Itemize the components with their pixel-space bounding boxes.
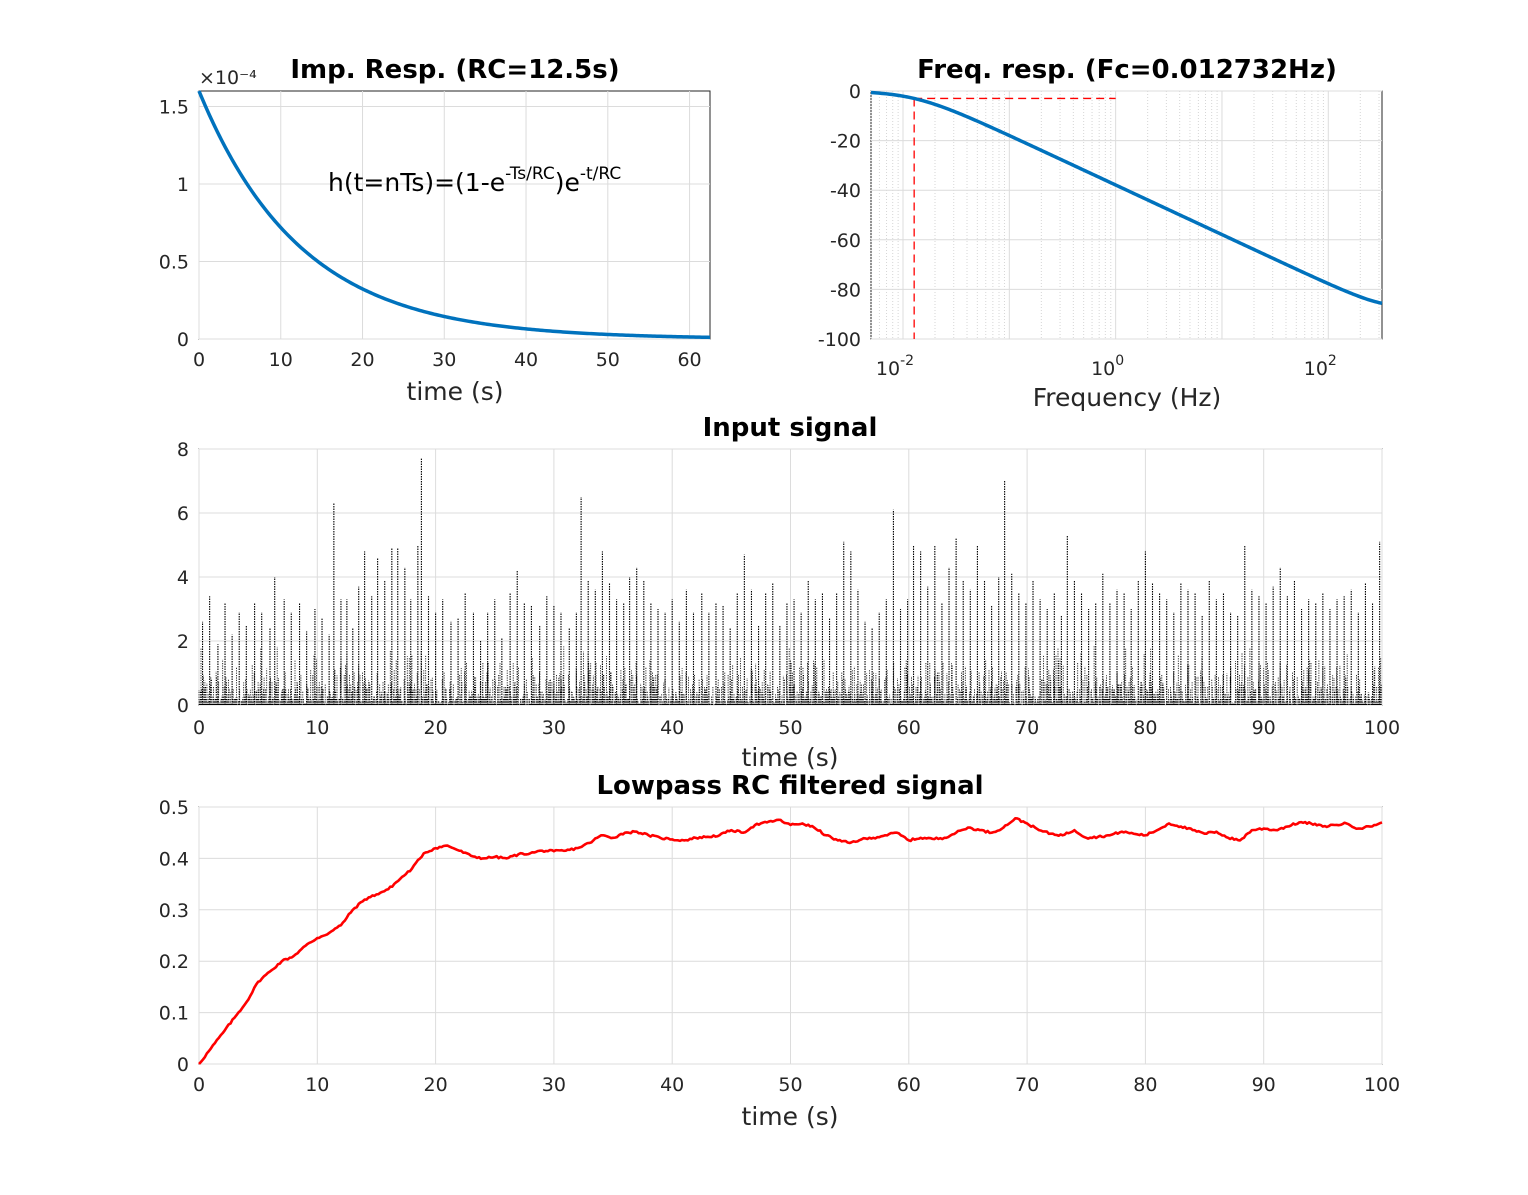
- y-tick-label: -20: [830, 131, 861, 153]
- x-tick-label: 60: [677, 349, 701, 371]
- x-tick-label: 80: [1133, 717, 1157, 739]
- tick-base: 10: [1304, 358, 1328, 380]
- filtered-signal-panel: 0 10 20 30 40 50 60 70 80 90 100 0 0.1 0.2 0.3 0.4 0.5 L…: [159, 771, 1400, 1131]
- x-tick-label: 30: [542, 717, 566, 739]
- y-tick-label: 1.5: [159, 97, 189, 119]
- impulse-response-line: [197, 90, 711, 340]
- x-axis-label: Frequency (Hz): [1033, 383, 1222, 412]
- x-axis-label: time (s): [742, 1102, 839, 1131]
- formula-mid: )e: [555, 168, 580, 197]
- filtered-signal-line: [198, 817, 1383, 1065]
- x-tick-label: 0: [193, 349, 205, 371]
- input-signal-panel: 0 10 20 30 40 50 60 70 80 90 100 0 2 4 6 8 Input signal…: [177, 413, 1400, 772]
- y-tick-label: -100: [818, 329, 861, 351]
- x-tick-label: 80: [1133, 1074, 1157, 1096]
- x-tick-label: 20: [350, 349, 374, 371]
- x-tick-label: 0: [193, 1074, 205, 1096]
- grid: [198, 806, 1383, 1065]
- grid: [870, 90, 1382, 340]
- x-tick-label: 20: [424, 1074, 448, 1096]
- series: [870, 90, 1383, 339]
- impulse-response-panel: 0 10 20 30 40 50 60 0 0.5 1 1.5 ×10⁻⁴ Imp. Resp. (…: [159, 55, 711, 406]
- x-tick-label: 10: [305, 1074, 329, 1096]
- y-tick-label: -60: [830, 230, 861, 252]
- tick-base: 10: [876, 358, 900, 380]
- formula-base: h(t=nTs)=(1-e: [328, 168, 505, 197]
- series: [198, 817, 1383, 1065]
- y-tick-label: 4: [177, 567, 189, 589]
- frequency-response-line: [870, 90, 1383, 305]
- y-tick-label: 2: [177, 631, 189, 653]
- x-tick-label: 102: [1304, 353, 1337, 380]
- x-tick-label: 70: [1015, 1074, 1039, 1096]
- tick-labels: 0 10 20 30 40 50 60 70 80 90 100 0 2 4 6 8: [177, 439, 1400, 739]
- x-tick-label: 90: [1252, 1074, 1276, 1096]
- tick-base: 10: [1091, 358, 1115, 380]
- y-tick-label: 6: [177, 503, 189, 525]
- axes-frame: [870, 90, 1383, 340]
- chart-title: Lowpass RC filtered signal: [596, 771, 983, 801]
- x-tick-label: 30: [542, 1074, 566, 1096]
- y-tick-label: 0.1: [159, 1003, 189, 1025]
- x-tick-label: 30: [432, 349, 456, 371]
- tick-exponent: 0: [1115, 353, 1124, 369]
- x-tick-label: 100: [1364, 1074, 1400, 1096]
- formula-sup2: -t/RC: [580, 164, 621, 184]
- x-tick-label: 40: [660, 1074, 684, 1096]
- y-tick-label: 8: [177, 439, 189, 461]
- series: [198, 458, 1382, 705]
- y-tick-label: 0.5: [159, 797, 189, 819]
- series: [197, 90, 711, 340]
- grid: [198, 91, 710, 340]
- x-tick-label: 60: [897, 717, 921, 739]
- chart-title: Freq. resp. (Fc=0.012732Hz): [917, 55, 1337, 85]
- formula-sup1: -Ts/RC: [505, 164, 555, 184]
- x-tick-label: 90: [1252, 717, 1276, 739]
- y-tick-label: -80: [830, 279, 861, 301]
- input-noise-body: [198, 645, 1382, 705]
- x-tick-label: 100: [1091, 353, 1124, 380]
- x-tick-label: 60: [897, 1074, 921, 1096]
- x-tick-label: 100: [1364, 717, 1400, 739]
- x-tick-label: 50: [596, 349, 620, 371]
- x-tick-label: 50: [778, 1074, 802, 1096]
- x-tick-label: 50: [778, 717, 802, 739]
- y-tick-label: 1: [177, 174, 189, 196]
- tick-exponent: -2: [900, 353, 914, 369]
- formula-annotation: h(t=nTs)=(1-e-Ts/RC)e-t/RC: [328, 164, 621, 197]
- axes-frame: [198, 90, 711, 340]
- x-tick-label: 20: [424, 717, 448, 739]
- y-tick-label: 0.3: [159, 900, 189, 922]
- chart-title: Imp. Resp. (RC=12.5s): [290, 55, 619, 85]
- tick-exponent: 2: [1328, 353, 1337, 369]
- y-tick-label: 0: [177, 695, 189, 717]
- chart-title: Input signal: [703, 413, 878, 443]
- grid: [198, 448, 1383, 706]
- x-axis-label: time (s): [407, 377, 504, 406]
- x-tick-label: 10: [269, 349, 293, 371]
- tick-labels: 0 10 20 30 40 50 60 70 80 90 100 0 0.1 0.2 0.3 0.4 0.5: [159, 797, 1400, 1096]
- x-tick-label: 0: [193, 717, 205, 739]
- x-tick-label: 40: [660, 717, 684, 739]
- x-tick-label: 40: [514, 349, 538, 371]
- x-tick-label: 10-2: [876, 353, 914, 380]
- y-tick-label: 0: [177, 1054, 189, 1076]
- y-tick-label: -40: [830, 180, 861, 202]
- y-tick-label: 0.2: [159, 951, 189, 973]
- y-tick-label: 0.4: [159, 848, 189, 870]
- y-tick-label: 0: [849, 81, 861, 103]
- y-exponent-label: ×10⁻⁴: [199, 67, 257, 89]
- x-axis-label: time (s): [742, 743, 839, 772]
- tick-labels: 0 10 20 30 40 50 60 0 0.5 1 1.5: [159, 97, 702, 372]
- y-tick-label: 0.5: [159, 252, 189, 274]
- y-tick-label: 0: [177, 329, 189, 351]
- x-tick-label: 70: [1015, 717, 1039, 739]
- x-tick-label: 10: [305, 717, 329, 739]
